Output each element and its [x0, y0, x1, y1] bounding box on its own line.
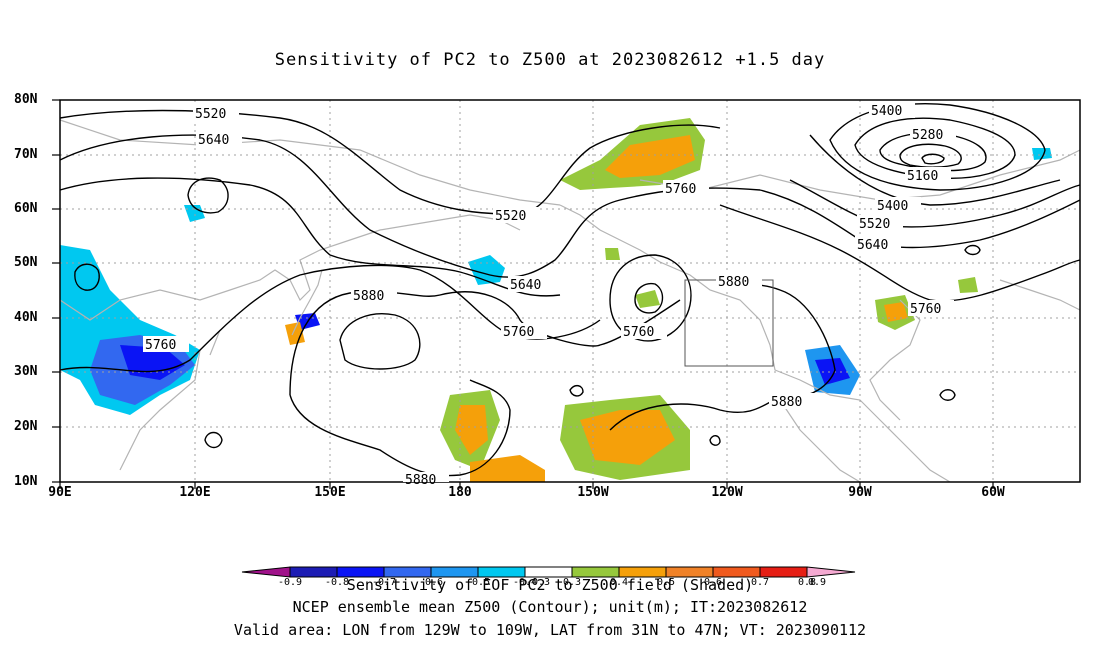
axis-ticks — [52, 99, 994, 489]
contour-small-5 — [964, 244, 981, 256]
contour-5880-asia — [289, 291, 681, 396]
coast-japan — [291, 269, 323, 336]
lon-label: 120W — [711, 485, 743, 500]
map-title: Sensitivity of PC2 to Z500 at 2023082612… — [274, 50, 826, 70]
colorbar-tick: 0.7 — [750, 577, 770, 588]
coast-us-east — [869, 279, 1081, 421]
colorbar-tick: 0.8 — [797, 577, 817, 588]
coast-mexico — [779, 399, 861, 483]
lat-label: 50N — [14, 255, 38, 270]
valid-area-box — [684, 279, 774, 367]
coast-arctic-asia — [59, 119, 561, 206]
lon-label: 180 — [448, 485, 472, 500]
shade-us-east-core — [884, 302, 908, 322]
lon-label: 150E — [314, 485, 346, 500]
contour-low-east-5 — [921, 153, 945, 165]
colorbar-tick: 0.9 — [807, 577, 827, 588]
contour-label: 5760 — [503, 325, 534, 340]
colorbar-tick: -0.8 — [324, 577, 350, 588]
coast-asia — [59, 214, 521, 471]
lat-label: 10N — [14, 474, 38, 489]
footer-line-2: NCEP ensemble mean Z500 (Contour); unit(… — [292, 598, 808, 616]
coast-alaska — [559, 204, 951, 483]
contour-small-1 — [569, 385, 584, 397]
lon-label: 150W — [577, 485, 609, 500]
contour-5880-pacific — [289, 379, 511, 477]
contour-label: 5520 — [195, 107, 226, 122]
contour-label: 5760 — [623, 325, 654, 340]
lat-label: 20N — [14, 419, 38, 434]
lon-label: 90E — [48, 485, 72, 500]
contour-low-pacific-inner — [634, 282, 664, 314]
contour-small-3 — [709, 435, 721, 446]
colorbar-tick: -0.4 — [512, 577, 538, 588]
footer-line-1: Sensitivity of EOF PC2 to Z500 field (Sh… — [346, 576, 754, 594]
coastlines — [59, 119, 1081, 483]
contour-label: 5760 — [665, 182, 696, 197]
lon-label: 60W — [981, 485, 1005, 500]
contour-label: 5400 — [871, 104, 902, 119]
lon-label: 90W — [848, 485, 872, 500]
contour-label: 5640 — [857, 238, 888, 253]
map-frame — [59, 99, 1081, 483]
footer-line-3: Valid area: LON from 129W to 109W, LAT f… — [233, 621, 867, 639]
shade-greenland-small — [1032, 148, 1052, 160]
lat-label: 80N — [14, 92, 38, 107]
contour-small-4 — [939, 389, 956, 401]
contour-label: 5880 — [771, 395, 802, 410]
lon-label: 120E — [179, 485, 211, 500]
contour-north-america-5520 — [789, 179, 1081, 228]
colorbar-tick: -0.5 — [465, 577, 491, 588]
colorbar — [241, 566, 856, 578]
colorbar-tick: -0.9 — [277, 577, 303, 588]
lat-label: 60N — [14, 201, 38, 216]
colorbar-tick: 0.3 — [562, 577, 582, 588]
contour-low-east-4 — [899, 143, 962, 168]
shade-arctic-core — [605, 135, 695, 178]
lat-label: 70N — [14, 147, 38, 162]
contour-low-east-2 — [854, 117, 1016, 180]
contour-label: 5880 — [718, 275, 749, 290]
colorbar-tick: -0.7 — [371, 577, 397, 588]
shade-japan-positive — [285, 322, 305, 345]
colorbar-tick: 0.6 — [703, 577, 723, 588]
shade-pacific-tropics-3 — [470, 455, 545, 482]
shade-pacific-east — [635, 290, 660, 308]
shade-pacific-tropics-1b — [455, 405, 488, 455]
contour-north-america-5400 — [809, 134, 1061, 206]
contour-low-siberia — [187, 177, 229, 214]
contour-label: 5520 — [495, 209, 526, 224]
colorbar-tick: -0.3 — [525, 577, 551, 588]
contour-small-2 — [204, 431, 223, 449]
contour-low-east-asia — [74, 263, 100, 291]
lat-label: 30N — [14, 364, 38, 379]
contour-north-america-5640 — [759, 189, 1081, 249]
shade-pacific-tropics-2b — [580, 410, 675, 465]
contour-label: 5520 — [859, 217, 890, 232]
contour-label: 5160 — [907, 169, 938, 184]
colorbar-tick: 0.4 — [609, 577, 629, 588]
shade-mexico-small — [605, 248, 620, 260]
contour-label: 5280 — [912, 128, 943, 143]
contour-label: 5880 — [353, 289, 384, 304]
graticule — [60, 100, 1080, 482]
contour-high-west — [339, 313, 421, 370]
contour-label: 5400 — [877, 199, 908, 214]
contour-outer-asia — [59, 177, 561, 297]
contour-label: 5640 — [198, 133, 229, 148]
contour-label: 5760 — [145, 338, 176, 353]
shade-canada-small — [958, 277, 978, 293]
contour-label: 5760 — [910, 302, 941, 317]
shade-gulf-core — [815, 358, 850, 385]
contour-label: 5640 — [510, 278, 541, 293]
colorbar-tick: 0.5 — [656, 577, 676, 588]
colorbar-right-arrow — [806, 566, 856, 578]
contour-labels: 5520 5640 5520 5640 5760 5760 5880 5760 … — [143, 102, 956, 488]
contour-north-america-5760 — [719, 204, 1081, 302]
colorbar-tick: -0.6 — [418, 577, 444, 588]
lat-label: 40N — [14, 310, 38, 325]
contour-label: 5880 — [405, 473, 436, 488]
